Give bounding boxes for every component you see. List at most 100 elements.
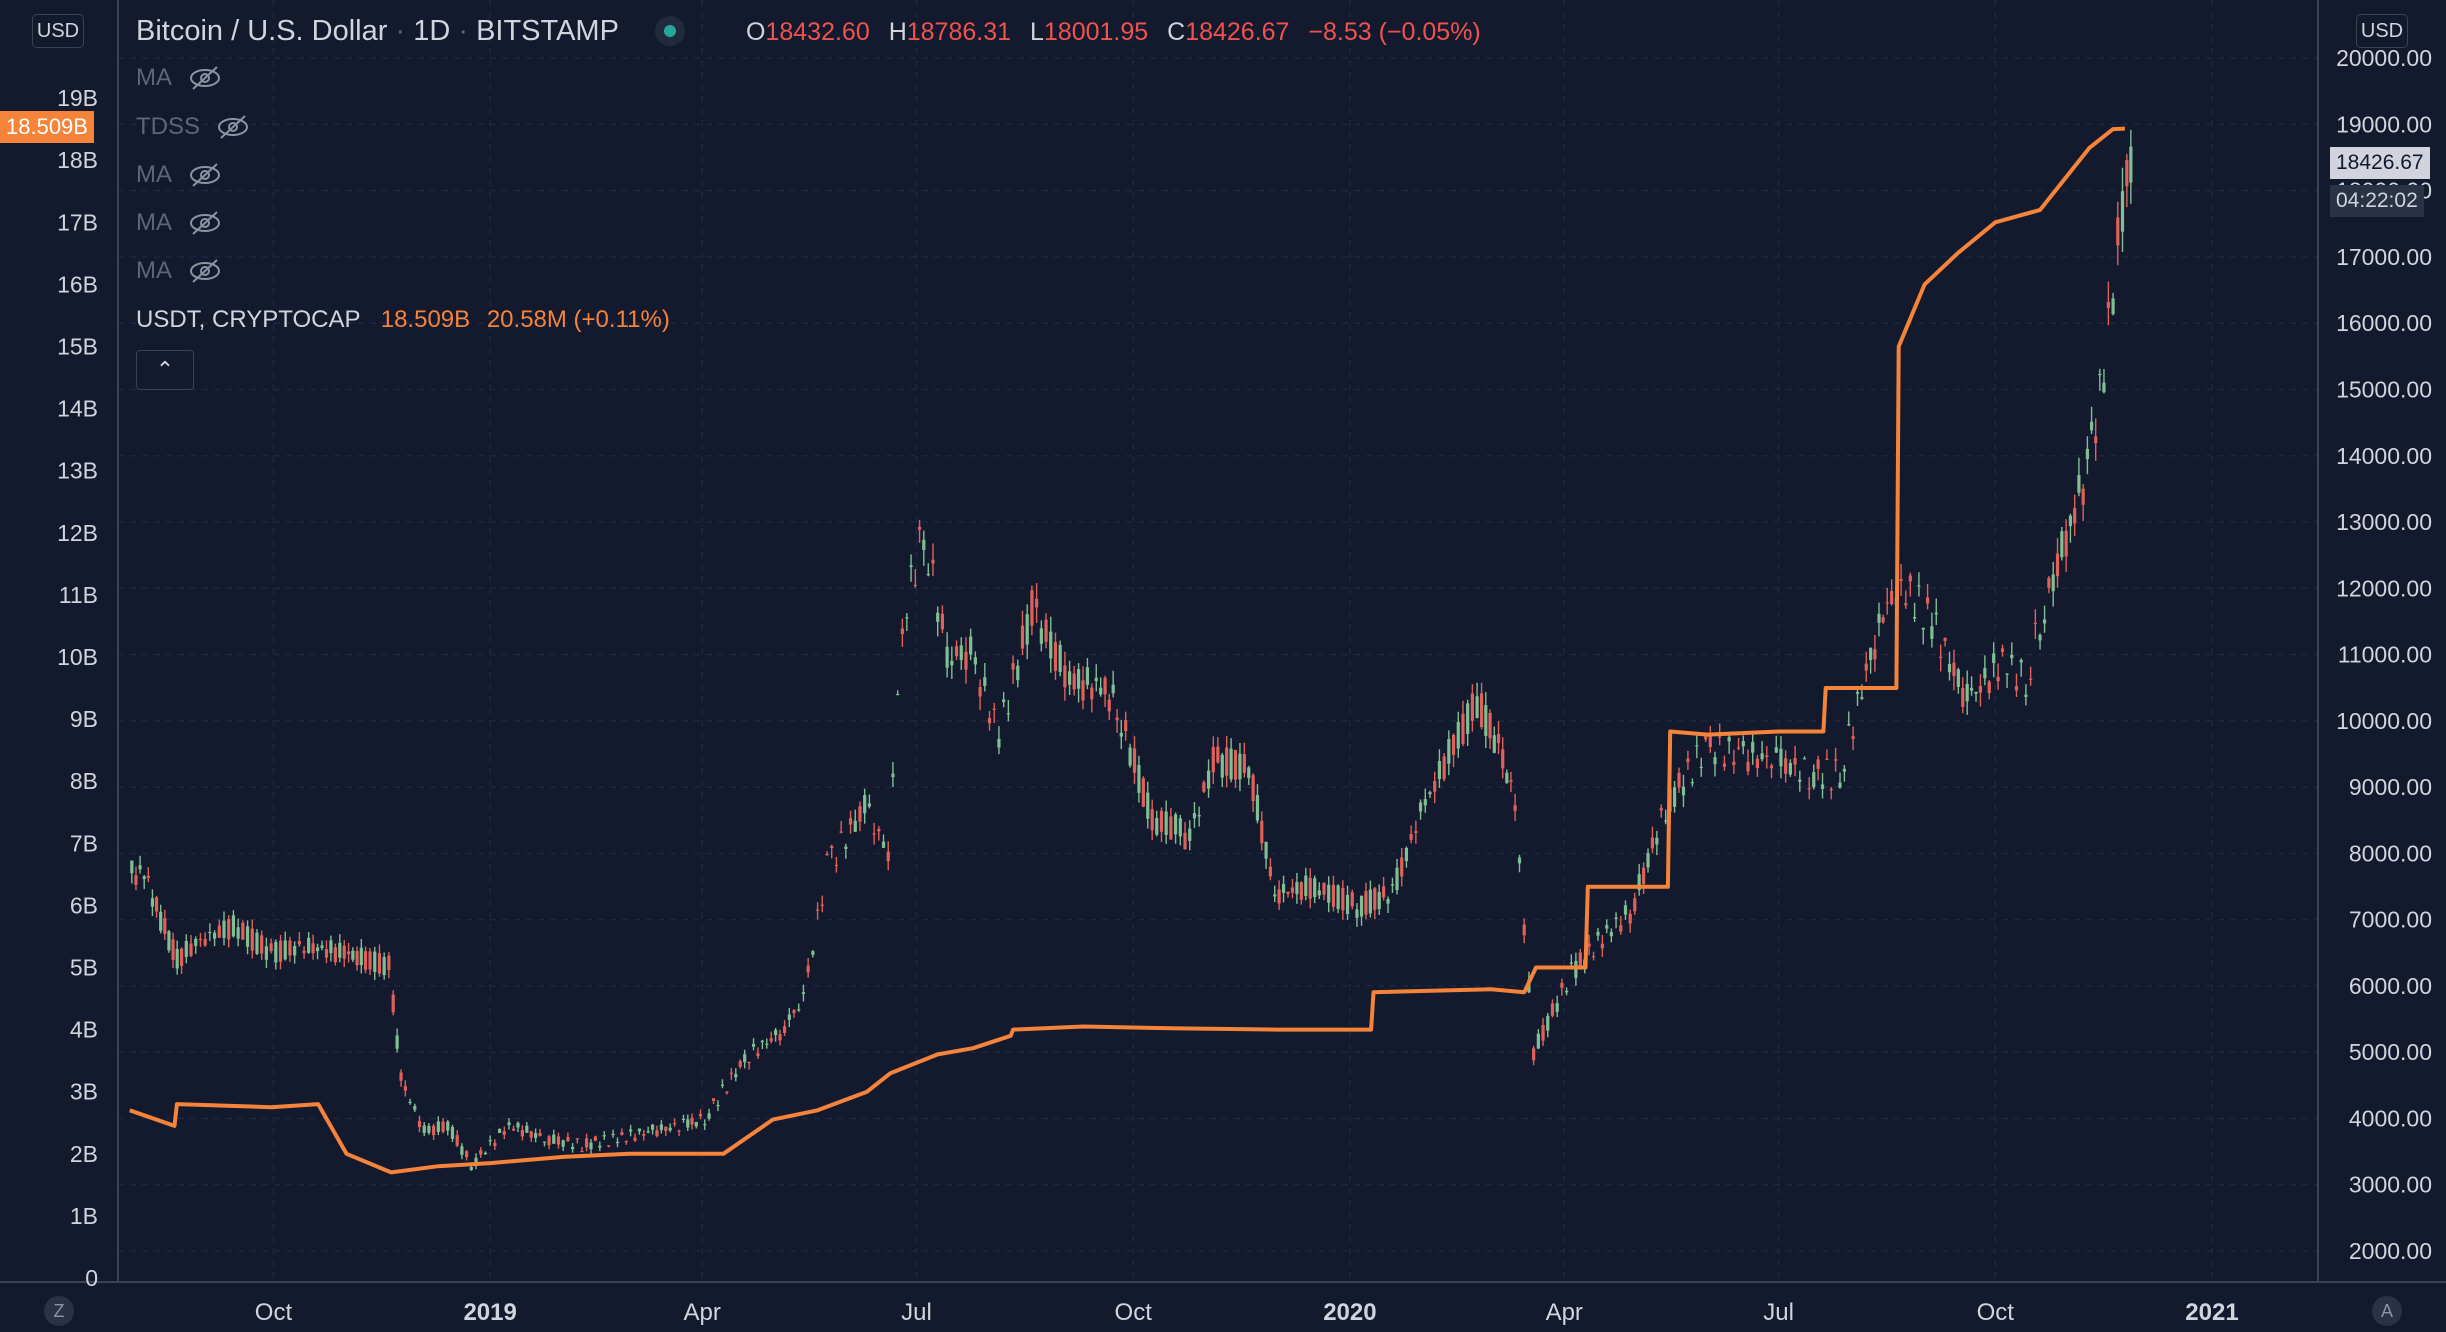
candle-body (1268, 866, 1273, 877)
candle-body (377, 953, 382, 974)
candle-body (534, 1133, 538, 1138)
eye-crossed-icon[interactable] (188, 210, 222, 236)
eye-crossed-icon[interactable] (188, 162, 222, 188)
left-scale[interactable]: 0 1B 2B 3B 4B 5B 6B 7B 8B 9B 10B 11B 12B 13B 14B 15B 16B… (57, 85, 98, 1291)
time-tick-label: Oct (1115, 1299, 1153, 1326)
candle-body (1174, 814, 1178, 835)
candle-body (1596, 931, 1600, 936)
indicator-tdss[interactable]: TDSS (136, 113, 250, 141)
time-axis[interactable]: Oct 2019 Apr Jul Oct 2020 Apr Jul Oct 2021 (255, 1299, 2239, 1326)
chart-frame (0, 0, 2446, 1283)
candle-body (1456, 721, 1460, 749)
candle-body (1550, 1003, 1555, 1016)
high-label: H (888, 18, 907, 46)
candle-body (175, 948, 179, 969)
indicator-ma-3[interactable]: MA (136, 209, 222, 237)
interval[interactable]: 1D (413, 14, 451, 47)
right-tick-label: 9000.00 (2349, 774, 2432, 800)
candle-body (1466, 703, 1470, 734)
candle-body (1461, 713, 1465, 744)
collapse-legend-button[interactable]: ⌃ (136, 350, 194, 390)
indicator-ma-4[interactable]: MA (136, 257, 222, 285)
candle-body (146, 875, 150, 878)
auto-scale-right-button[interactable]: A (2372, 1296, 2402, 1326)
left-tick-label: 2B (70, 1141, 98, 1167)
candle-body (1442, 756, 1446, 780)
candle-body (858, 806, 862, 822)
right-currency-button[interactable]: USD (2356, 14, 2408, 48)
candle-body (1094, 677, 1098, 682)
candle-body (2089, 421, 2094, 431)
candle-body (580, 1150, 584, 1153)
candle-body (1633, 898, 1637, 912)
candle-body (1755, 758, 1760, 768)
indicator-ma-2[interactable]: MA (136, 161, 222, 189)
candle-body (1869, 647, 1873, 661)
candle-body (1681, 786, 1686, 796)
candle-body (1646, 853, 1650, 868)
eye-crossed-icon[interactable] (188, 258, 222, 284)
candle-body (264, 946, 268, 960)
candle-body (1327, 884, 1331, 903)
eye-crossed-icon[interactable] (216, 114, 250, 140)
candle-body (848, 818, 853, 825)
candle-body (698, 1113, 703, 1117)
candle-body (611, 1133, 615, 1136)
candle-body (655, 1130, 659, 1137)
auto-scale-left-button[interactable]: Z (44, 1296, 74, 1326)
candle-body (720, 1084, 725, 1086)
candle-body (1881, 617, 1885, 623)
candle-body (1341, 887, 1345, 911)
candle-body (703, 1124, 707, 1126)
candle-body (1496, 733, 1501, 744)
candle-body (355, 951, 359, 966)
candle-body (250, 928, 254, 951)
candle-body (1202, 782, 1206, 792)
candle-body (413, 1106, 417, 1110)
candle-body (1304, 875, 1308, 896)
candle-body (917, 526, 922, 530)
candle-body (782, 1026, 787, 1033)
left-currency-button[interactable]: USD (32, 14, 84, 48)
right-tick-label: 2000.00 (2349, 1238, 2432, 1264)
candle-body (839, 831, 843, 833)
symbol-title[interactable]: Bitcoin / U.S. Dollar (136, 14, 388, 47)
candle-body (269, 943, 273, 952)
candle-body (1642, 867, 1646, 885)
candle-body (1760, 753, 1764, 760)
candle-body (1178, 818, 1182, 837)
candle-body (1433, 780, 1437, 792)
right-scale[interactable]: 2000.00 3000.00 4000.00 5000.00 6000.00 7000.… (2336, 45, 2432, 1264)
candle-body (1124, 720, 1128, 732)
indicator-ma-1[interactable]: MA (136, 64, 222, 92)
high-value: 18786.31 (906, 18, 1012, 46)
candle-body (2094, 436, 2098, 444)
candle-body (1541, 1025, 1545, 1041)
candle-body (1992, 653, 1996, 663)
candle-body (561, 1140, 565, 1147)
usdt-line (129, 126, 2125, 1175)
left-tick-label: 14B (57, 396, 98, 422)
eye-crossed-icon[interactable] (188, 65, 222, 91)
candle-body (1364, 891, 1368, 915)
candle-body (1072, 673, 1076, 690)
candle-body (2033, 622, 2037, 625)
candle-body (1925, 597, 1930, 604)
candle-body (620, 1132, 624, 1135)
candle-body (1899, 578, 1903, 581)
candle-body (1501, 749, 1505, 769)
candle-body (1921, 627, 1925, 630)
candle-body (2051, 574, 2055, 592)
candle-body (1006, 713, 1010, 715)
candle-body (1141, 778, 1145, 807)
left-tick-label: 19B (57, 85, 98, 111)
candle-body (881, 841, 886, 848)
candle-body (673, 1123, 677, 1125)
overlay-legend[interactable]: USDT, CRYPTOCAP 18.509B 20.58M (+0.11%) (136, 306, 670, 334)
candle-body (1377, 892, 1381, 910)
candle-body (1053, 642, 1058, 671)
candle-body (1132, 748, 1137, 773)
candle-body (1395, 867, 1399, 891)
candle-body (1732, 761, 1736, 765)
